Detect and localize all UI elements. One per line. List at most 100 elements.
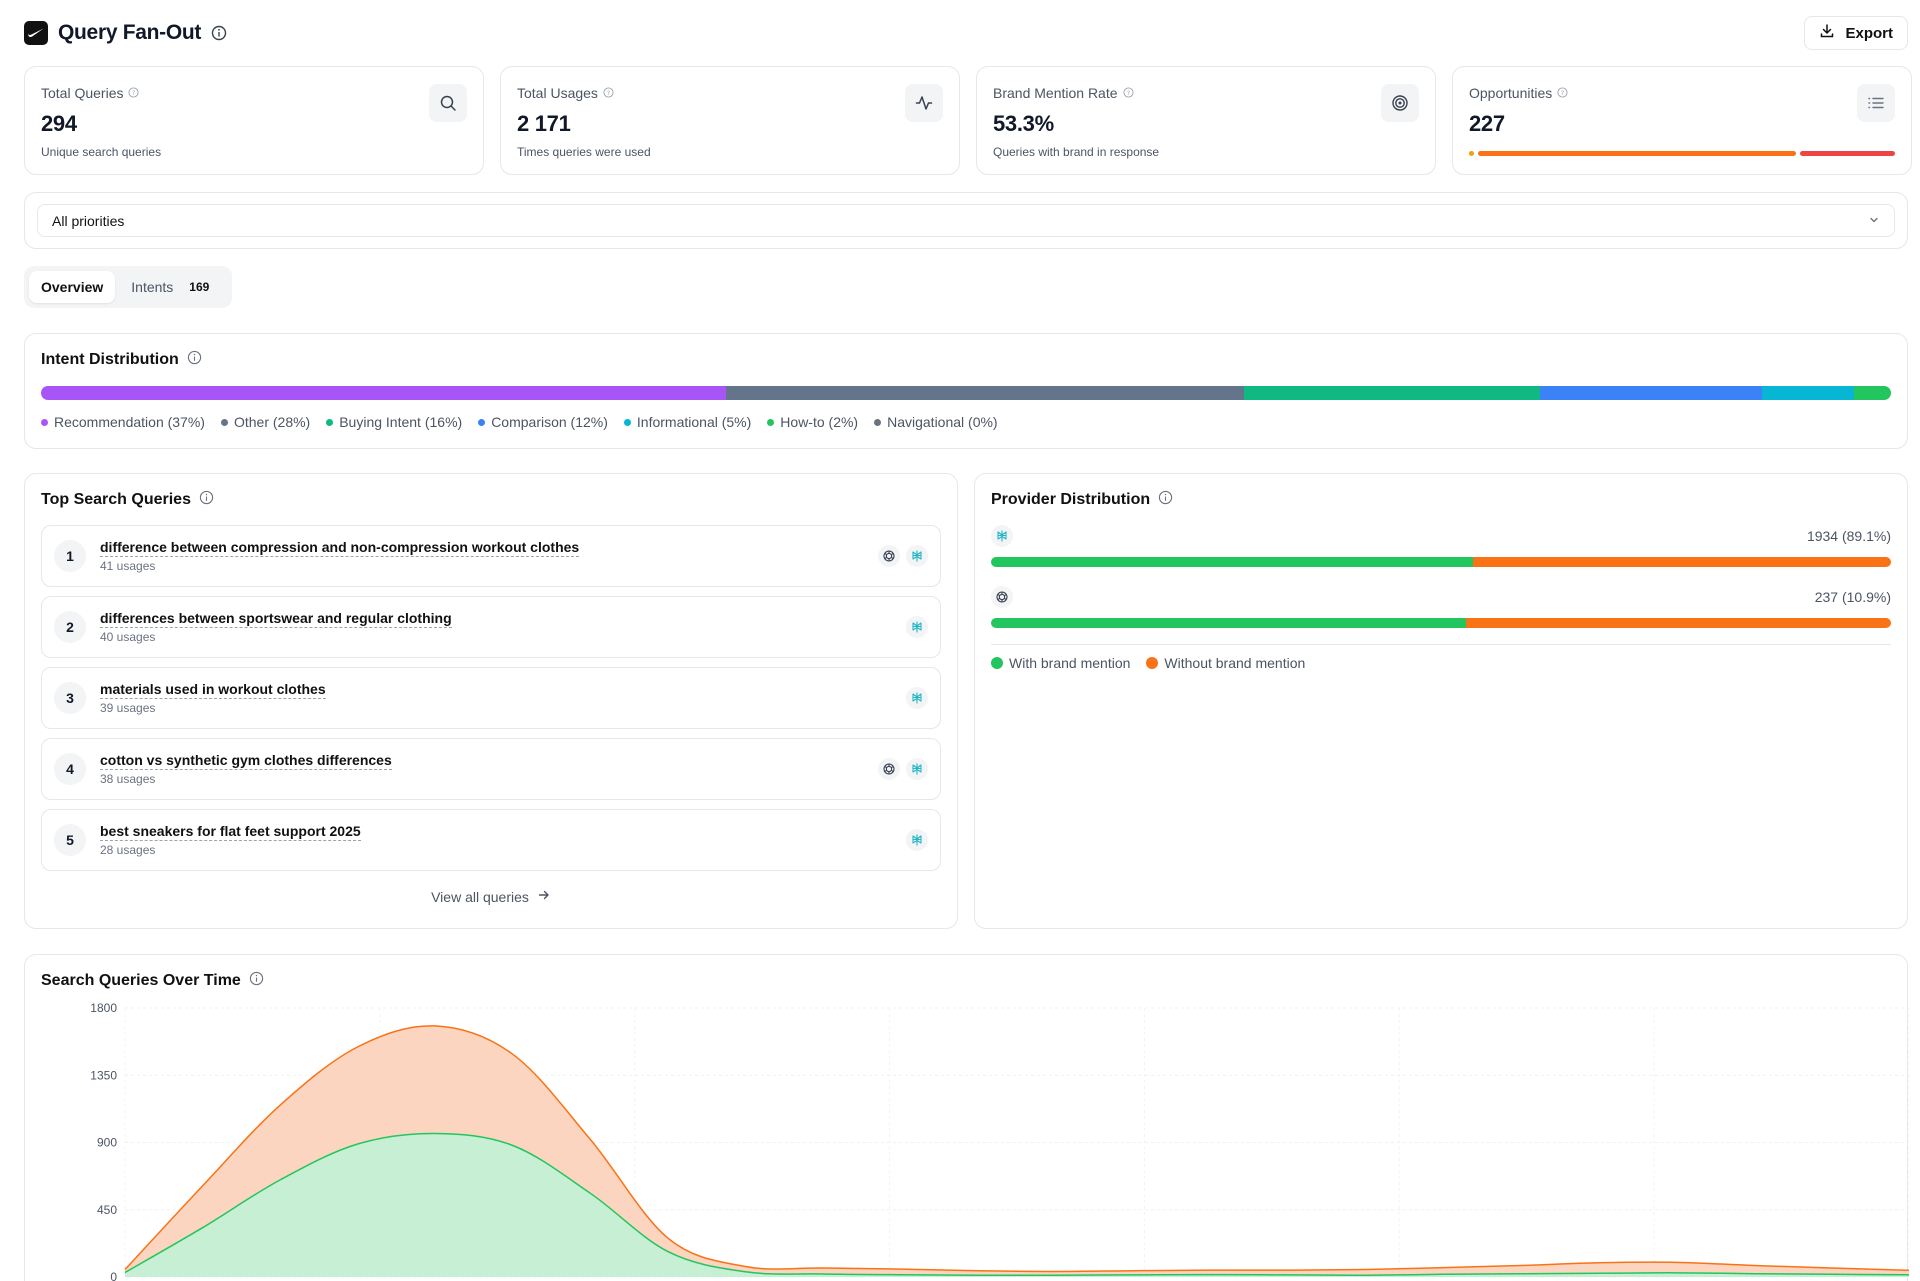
provider-legend: With brand mention Without brand mention <box>991 655 1305 671</box>
section-title: Intent Distribution <box>41 351 179 368</box>
kpi-value: 53.3% <box>993 111 1054 136</box>
kpi-card-brand-mention-rate: Brand Mention Rate ? 53.3% Queries with … <box>976 66 1436 175</box>
kpi-subtitle: Times queries were used <box>517 145 651 159</box>
provider-value: 237 (10.9%) <box>1814 589 1891 605</box>
legend-dot <box>874 418 882 426</box>
query-rank: 5 <box>54 824 86 856</box>
y-tick-label: 0 <box>110 1270 117 1281</box>
kpi-subtitle: Queries with brand in response <box>993 145 1160 159</box>
series-line <box>124 1132 1910 1277</box>
help-icon[interactable]: ? <box>1557 85 1568 101</box>
tab-overview[interactable]: Overview <box>29 271 116 303</box>
info-icon[interactable] <box>1158 490 1173 510</box>
legend-item: With brand mention <box>991 655 1130 671</box>
query-text[interactable]: best sneakers for flat feet support 2025 <box>100 823 361 841</box>
legend-item: Without brand mention <box>1146 655 1305 671</box>
priority-segment <box>1478 151 1796 156</box>
legend-item: Navigational (0%) <box>874 414 998 430</box>
y-tick-label: 900 <box>97 1136 117 1150</box>
info-icon[interactable] <box>187 350 202 370</box>
intent-segment[interactable] <box>41 386 726 400</box>
intent-distribution-card: Intent Distribution Recommendation (37%)… <box>24 333 1908 449</box>
kpi-value: 2 171 <box>517 111 571 136</box>
brand-logo-icon <box>24 21 48 45</box>
legend-dot <box>991 657 1003 669</box>
info-icon[interactable] <box>249 971 264 991</box>
query-list-item[interactable]: 2 differences between sportswear and regu… <box>41 596 941 658</box>
help-icon[interactable]: ? <box>603 85 614 101</box>
view-all-queries-link[interactable]: View all queries <box>25 888 957 905</box>
openai-icon <box>878 545 900 567</box>
query-text[interactable]: difference between compression and non-c… <box>100 539 580 557</box>
priority-select[interactable]: All priorities <box>37 204 1895 237</box>
query-list-item[interactable]: 4 cotton vs synthetic gym clothes differe… <box>41 738 941 800</box>
activity-icon <box>905 84 943 122</box>
view-tabs: Overview Intents 169 <box>24 266 233 308</box>
legend-dot <box>1146 657 1159 669</box>
search-queries-over-time-card: Search Queries Over Time 1800 1350 900 450 0… <box>24 954 1910 1281</box>
top-search-queries-card: Top Search Queries 1 difference between c… <box>24 473 958 929</box>
intent-segment[interactable] <box>1854 386 1891 400</box>
kpi-label: Total Usages <box>517 85 598 101</box>
provider-brand-bar <box>991 618 1891 628</box>
legend-dot <box>478 418 486 426</box>
query-providers <box>906 829 928 851</box>
query-text[interactable]: cotton vs synthetic gym clothes differen… <box>100 752 392 770</box>
legend-item: Other (28%) <box>220 414 310 430</box>
query-list-item[interactable]: 3 materials used in workout clothes 39 usa… <box>41 667 941 729</box>
export-button[interactable]: Export <box>1804 16 1908 50</box>
filter-panel: All priorities <box>24 192 1908 249</box>
perplexity-icon <box>906 829 928 851</box>
query-text[interactable]: differences between sportswear and regul… <box>100 610 452 628</box>
provider-distribution-card: Provider Distribution 1934 (89.1%) 237 (1… <box>974 473 1908 929</box>
legend-item: Informational (5%) <box>623 414 752 430</box>
intent-segment[interactable] <box>1243 386 1540 400</box>
query-usage: 41 usages <box>100 559 156 573</box>
legend-label: How-to (2%) <box>780 414 859 430</box>
view-all-label: View all queries <box>431 888 529 905</box>
section-title: Top Search Queries <box>41 491 191 508</box>
kpi-label: Opportunities <box>1469 85 1553 101</box>
info-icon[interactable] <box>199 490 214 510</box>
query-text[interactable]: materials used in workout clothes <box>100 681 326 699</box>
perplexity-icon <box>906 687 928 709</box>
legend-label: Informational (5%) <box>636 414 752 430</box>
query-usage: 39 usages <box>100 701 156 715</box>
svg-text:?: ? <box>132 89 135 97</box>
section-title: Search Queries Over Time <box>41 972 241 989</box>
perplexity-icon <box>991 525 1013 547</box>
help-icon[interactable]: ? <box>1122 85 1134 101</box>
legend-label: Without brand mention <box>1164 655 1306 671</box>
perplexity-icon <box>906 758 928 780</box>
priority-segment <box>1469 151 1475 156</box>
divider <box>991 644 1891 645</box>
chevron-down-icon <box>1868 213 1880 229</box>
provider-brand-bar <box>991 557 1891 567</box>
tab-intents[interactable]: Intents 169 <box>119 271 227 303</box>
query-rank: 4 <box>54 753 86 785</box>
query-list-item[interactable]: 1 difference between compression and non-… <box>41 525 941 587</box>
perplexity-icon <box>906 545 928 567</box>
query-rank: 3 <box>54 682 86 714</box>
legend-item: How-to (2%) <box>767 414 858 430</box>
legend-label: Buying Intent (16%) <box>339 414 463 430</box>
header: Query Fan-Out <box>24 18 227 48</box>
opportunities-priority-bar <box>1469 151 1895 156</box>
svg-text:?: ? <box>1126 89 1129 97</box>
query-usage: 38 usages <box>100 772 156 786</box>
intent-segment[interactable] <box>725 386 1244 400</box>
kpi-label: Total Queries <box>41 85 124 101</box>
kpi-card-total-queries: Total Queries ? 294 Unique search querie… <box>24 66 484 175</box>
query-providers <box>878 758 928 780</box>
intent-segment[interactable] <box>1539 386 1762 400</box>
info-icon[interactable] <box>211 25 227 41</box>
kpi-card-total-usages: Total Usages ? 2 171 Times queries were … <box>500 66 960 175</box>
query-list-item[interactable]: 5 best sneakers for flat feet support 202… <box>41 809 941 871</box>
help-icon[interactable]: ? <box>128 85 140 101</box>
download-icon <box>1819 23 1835 43</box>
tab-label: Overview <box>41 279 104 295</box>
query-rank: 1 <box>54 540 86 572</box>
intent-segment[interactable] <box>1761 386 1854 400</box>
intent-legend: Recommendation (37%) Other (28%) Buying In… <box>41 414 1891 430</box>
svg-text:?: ? <box>1561 89 1564 97</box>
